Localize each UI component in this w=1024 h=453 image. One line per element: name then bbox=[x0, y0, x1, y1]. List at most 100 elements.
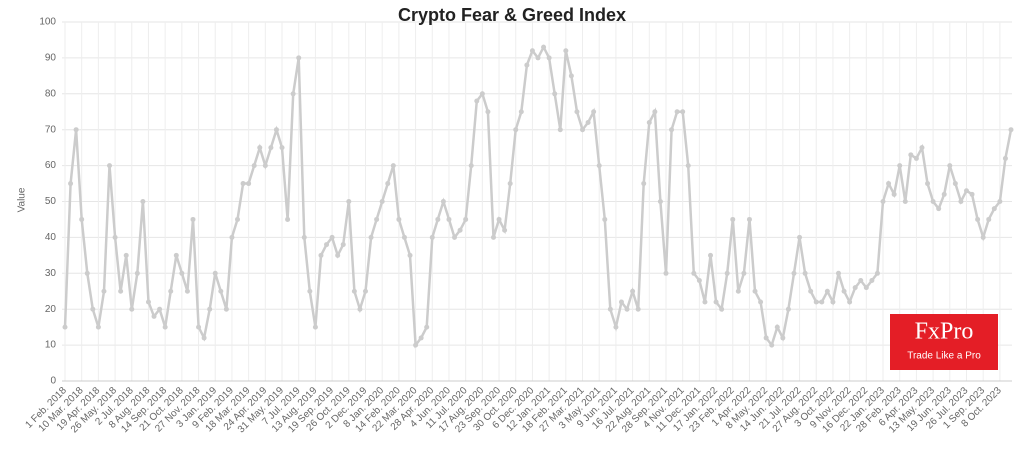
data-point bbox=[273, 127, 279, 133]
data-point bbox=[134, 270, 140, 276]
data-point bbox=[68, 181, 74, 187]
data-point bbox=[925, 181, 931, 187]
data-point bbox=[529, 48, 535, 54]
data-point bbox=[407, 252, 413, 258]
data-point bbox=[424, 324, 430, 330]
data-point bbox=[568, 73, 574, 79]
data-point bbox=[535, 55, 541, 61]
data-point bbox=[702, 299, 708, 305]
data-point bbox=[541, 44, 547, 50]
data-point bbox=[552, 91, 558, 97]
data-point bbox=[780, 335, 786, 341]
data-point bbox=[312, 324, 318, 330]
data-point bbox=[952, 181, 958, 187]
data-point bbox=[969, 191, 975, 197]
data-point bbox=[201, 335, 207, 341]
data-point bbox=[863, 285, 869, 291]
data-point bbox=[580, 127, 586, 133]
data-point bbox=[975, 216, 981, 222]
data-point bbox=[602, 216, 608, 222]
data-point bbox=[880, 199, 886, 204]
data-point bbox=[847, 299, 853, 305]
data-point bbox=[385, 181, 391, 187]
data-point bbox=[62, 324, 68, 330]
data-point bbox=[813, 299, 819, 305]
data-point bbox=[941, 191, 947, 197]
data-point bbox=[980, 234, 986, 240]
series-line bbox=[63, 44, 1013, 349]
data-point bbox=[507, 181, 513, 187]
data-point bbox=[440, 199, 446, 204]
data-point bbox=[735, 288, 741, 294]
data-point bbox=[696, 277, 702, 283]
data-point bbox=[324, 242, 330, 248]
data-point bbox=[79, 216, 85, 222]
data-point bbox=[641, 181, 647, 187]
y-tick-label: 30 bbox=[45, 268, 57, 279]
data-point bbox=[708, 252, 714, 258]
data-point bbox=[318, 252, 324, 258]
data-point bbox=[713, 299, 719, 305]
data-point bbox=[207, 306, 213, 312]
data-point bbox=[858, 277, 864, 283]
data-point bbox=[902, 199, 908, 204]
data-point bbox=[585, 120, 591, 126]
data-point bbox=[719, 306, 725, 312]
data-point bbox=[669, 127, 675, 133]
data-point bbox=[897, 163, 903, 169]
data-point bbox=[752, 288, 758, 294]
data-point bbox=[802, 270, 808, 276]
data-point bbox=[724, 270, 730, 276]
data-point bbox=[646, 120, 652, 126]
data-point bbox=[145, 299, 151, 305]
data-point bbox=[886, 181, 892, 187]
data-point bbox=[563, 48, 569, 54]
data-point bbox=[524, 62, 530, 68]
data-point bbox=[196, 324, 202, 330]
data-point bbox=[240, 181, 246, 187]
data-point bbox=[340, 242, 346, 248]
y-tick-label: 70 bbox=[45, 124, 57, 135]
data-point bbox=[140, 199, 146, 204]
data-point bbox=[774, 324, 780, 330]
data-point bbox=[485, 109, 491, 115]
data-point bbox=[963, 188, 969, 194]
y-tick-label: 80 bbox=[45, 88, 57, 99]
data-point bbox=[663, 270, 669, 276]
data-point bbox=[607, 306, 613, 312]
data-point bbox=[84, 270, 90, 276]
data-point bbox=[335, 252, 341, 258]
data-point bbox=[913, 155, 919, 161]
data-point bbox=[958, 199, 964, 204]
data-point bbox=[357, 306, 363, 312]
data-point bbox=[685, 163, 691, 169]
data-point bbox=[730, 216, 736, 222]
logo-name: FxPro bbox=[915, 319, 974, 345]
data-point bbox=[635, 306, 641, 312]
data-point bbox=[368, 234, 374, 240]
y-tick-label: 40 bbox=[45, 232, 57, 243]
data-point bbox=[418, 335, 424, 341]
data-point bbox=[479, 91, 485, 97]
data-point bbox=[212, 270, 218, 276]
data-point bbox=[95, 324, 101, 330]
data-point bbox=[101, 288, 107, 294]
data-point bbox=[268, 145, 274, 151]
data-point bbox=[374, 216, 380, 222]
data-point bbox=[618, 299, 624, 305]
data-point bbox=[769, 342, 775, 348]
data-point bbox=[474, 98, 480, 104]
data-point bbox=[657, 199, 663, 204]
data-point bbox=[596, 163, 602, 169]
data-point bbox=[674, 109, 680, 115]
data-point bbox=[869, 277, 875, 283]
data-point bbox=[257, 145, 263, 151]
data-point bbox=[218, 288, 224, 294]
data-point bbox=[184, 288, 190, 294]
data-point bbox=[296, 55, 302, 61]
data-point bbox=[235, 216, 241, 222]
data-point bbox=[401, 234, 407, 240]
data-point bbox=[190, 216, 196, 222]
data-point bbox=[390, 163, 396, 169]
data-point bbox=[518, 109, 524, 115]
